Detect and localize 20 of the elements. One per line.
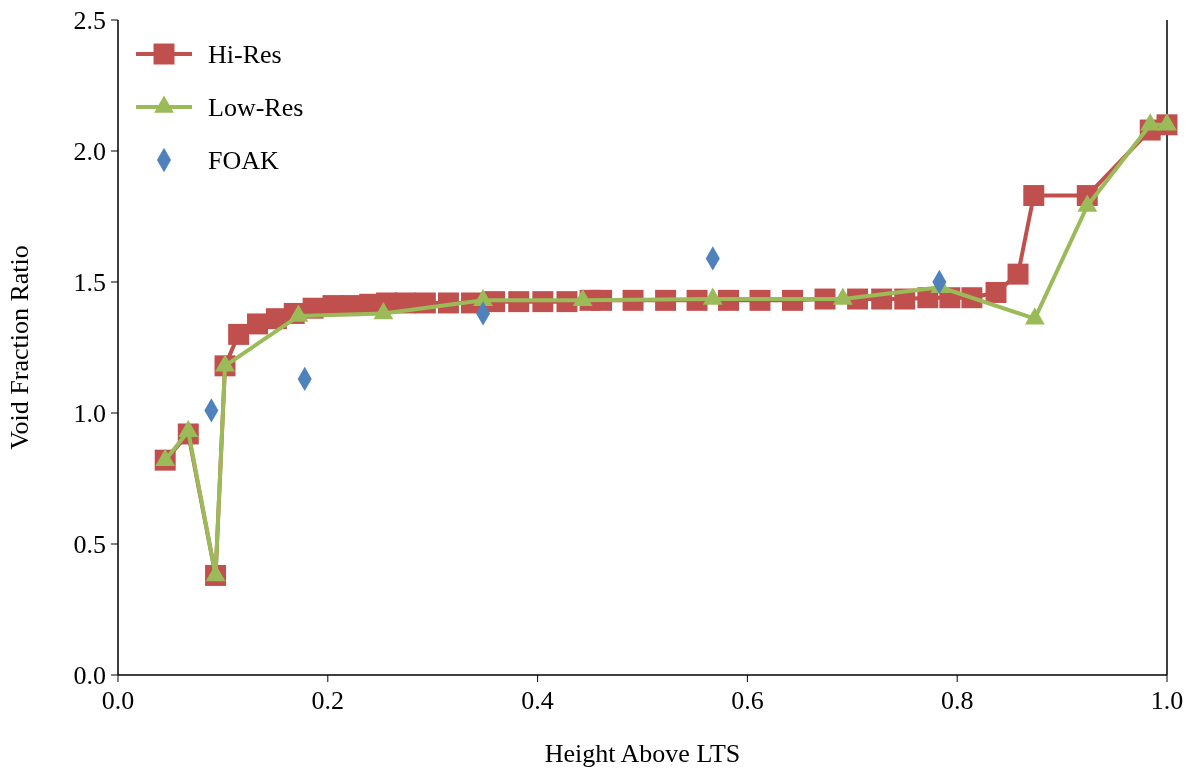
y-axis-title: Void Fraction Ratio — [5, 245, 34, 450]
x-tick-label: 0.6 — [731, 686, 764, 715]
y-tick-label: 2.0 — [73, 137, 106, 166]
legend-label: Low-Res — [208, 93, 304, 122]
legend-label: Hi-Res — [208, 40, 282, 69]
y-tick-label: 1.0 — [73, 399, 106, 428]
x-tick-label: 0.4 — [521, 686, 554, 715]
y-tick-label: 2.5 — [73, 6, 106, 35]
point — [1023, 185, 1045, 207]
x-tick-label: 0.8 — [940, 686, 974, 715]
point — [1007, 263, 1029, 285]
x-tick-label: 0.2 — [311, 686, 345, 715]
x-tick-label: 1.0 — [1150, 686, 1184, 715]
y-tick-label: 1.5 — [73, 268, 106, 297]
point — [247, 313, 268, 335]
x-axis-title: Height Above LTS — [544, 739, 741, 768]
y-tick-label: 0.5 — [73, 530, 106, 559]
point — [985, 281, 1007, 303]
point — [228, 323, 250, 345]
legend-label: FOAK — [208, 146, 280, 175]
